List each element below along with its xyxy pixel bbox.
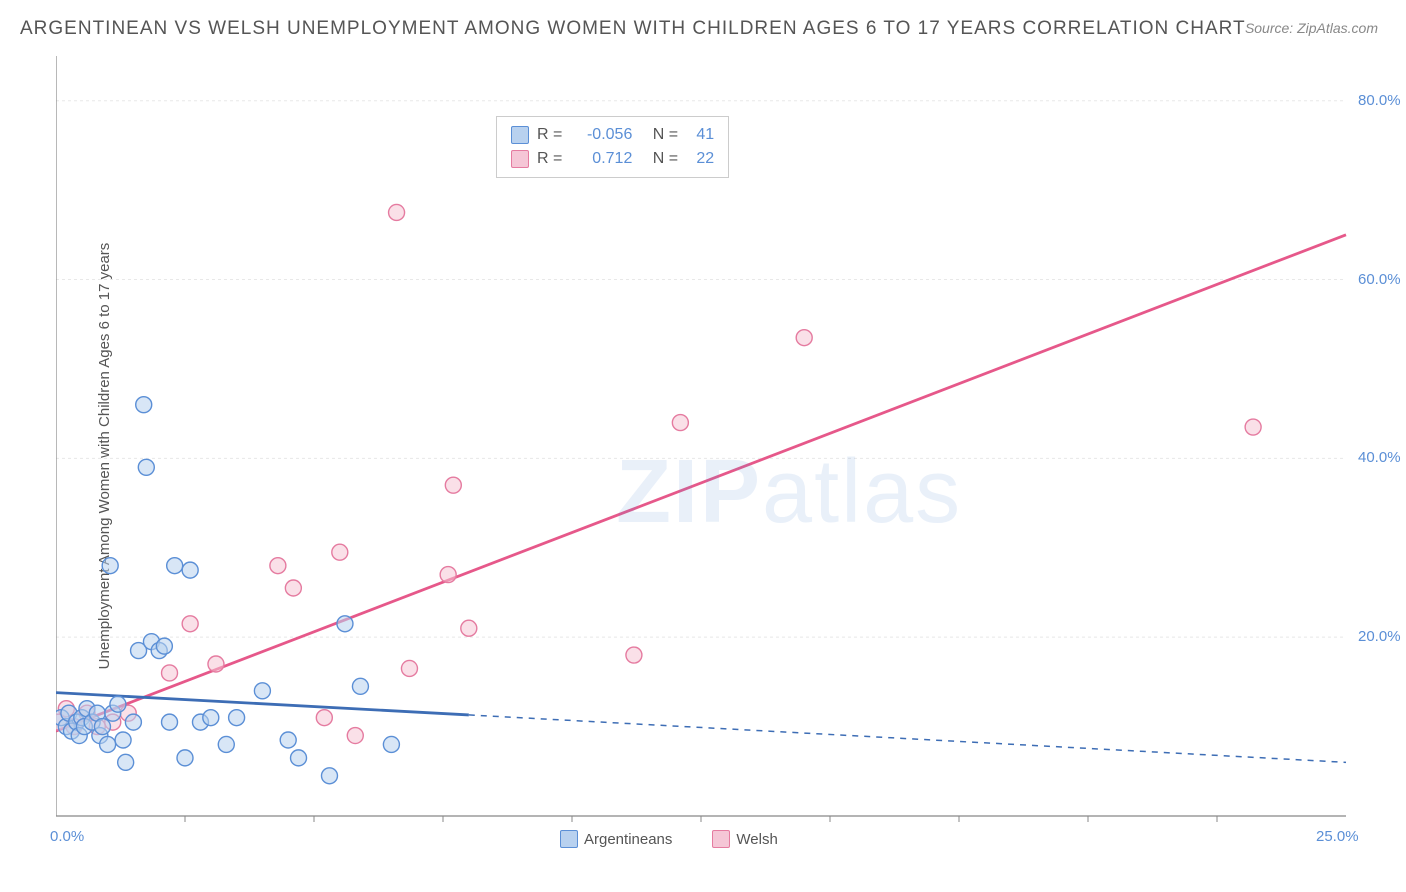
y-tick-label: 60.0%: [1358, 271, 1401, 288]
stats-row: R = -0.056 N = 41: [511, 123, 714, 147]
legend-label-a: Argentineans: [584, 831, 672, 848]
legend-swatch-b: [712, 830, 730, 848]
legend-swatch-a: [560, 830, 578, 848]
stats-r-a: -0.056: [570, 123, 632, 147]
watermark-bold: ZIP: [616, 442, 762, 542]
chart-legend: Argentineans Welsh: [560, 830, 778, 848]
y-tick-label: 80.0%: [1358, 92, 1401, 109]
stats-label-r: R =: [537, 147, 562, 171]
legend-item-a: Argentineans: [560, 830, 672, 848]
stats-n-a: 41: [686, 123, 714, 147]
stats-label-n: N =: [653, 123, 678, 147]
chart-area: Unemployment Among Women with Children A…: [56, 56, 1376, 836]
watermark: ZIPatlas: [616, 441, 962, 544]
stats-swatch-b: [511, 150, 529, 168]
y-tick-label: 40.0%: [1358, 449, 1401, 466]
y-tick-label: 20.0%: [1358, 628, 1401, 645]
legend-item-b: Welsh: [712, 830, 777, 848]
stats-box: R = -0.056 N = 41 R = 0.712 N = 22: [496, 116, 729, 178]
stats-r-b: 0.712: [570, 147, 632, 171]
stats-swatch-a: [511, 126, 529, 144]
watermark-thin: atlas: [762, 442, 962, 542]
x-tick-label: 25.0%: [1316, 828, 1359, 845]
stats-label-n: N =: [653, 147, 678, 171]
stats-n-b: 22: [686, 147, 714, 171]
stats-row: R = 0.712 N = 22: [511, 147, 714, 171]
chart-source: Source: ZipAtlas.com: [1245, 20, 1378, 36]
x-tick-label: 0.0%: [50, 828, 84, 845]
legend-label-b: Welsh: [736, 831, 777, 848]
stats-label-r: R =: [537, 123, 562, 147]
chart-title: ARGENTINEAN VS WELSH UNEMPLOYMENT AMONG …: [20, 18, 1246, 40]
